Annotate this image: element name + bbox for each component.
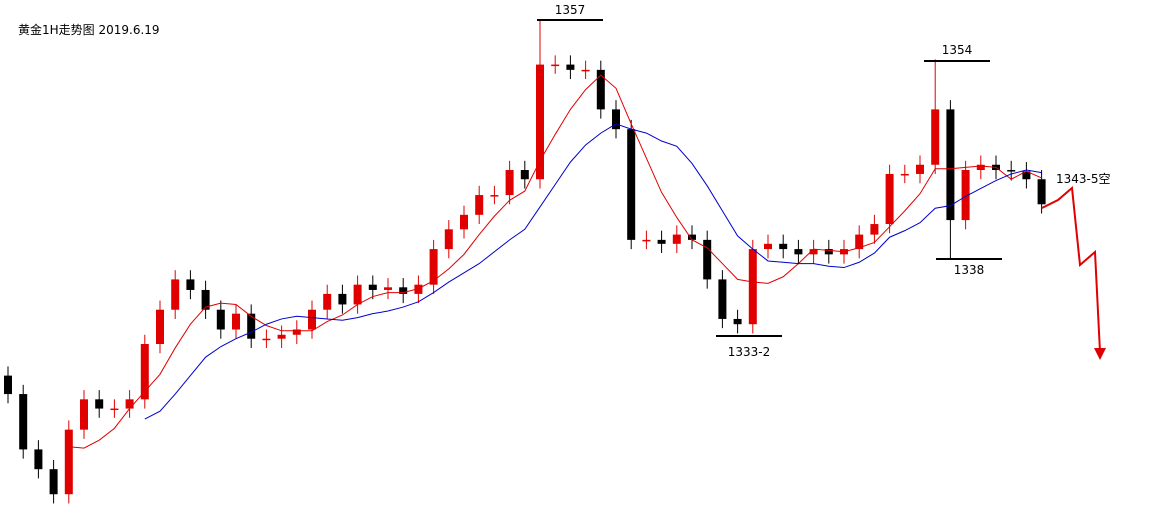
- chart-title: 黄金1H走势图 2019.6.19: [18, 22, 160, 37]
- candle-body: [961, 170, 970, 221]
- candle-body: [19, 394, 28, 450]
- candle-body: [764, 243, 772, 250]
- candle-body: [338, 293, 347, 305]
- candle-body: [536, 64, 544, 180]
- candle-body: [277, 334, 286, 339]
- candle-body: [444, 229, 453, 250]
- candle-body: [460, 214, 468, 230]
- candle-body: [4, 375, 12, 395]
- candle-body: [140, 343, 149, 400]
- candle-body: [292, 329, 301, 335]
- candle-body: [171, 279, 180, 310]
- candle-body: [733, 318, 742, 325]
- moving-average-line: [144, 123, 1042, 420]
- arrow-head: [1094, 348, 1106, 360]
- candle-body: [566, 64, 575, 70]
- annotation: 1343-5空: [1056, 172, 1111, 186]
- annotation: 1354: [942, 43, 973, 57]
- candle-body: [156, 309, 164, 344]
- candle-body: [672, 234, 681, 244]
- candle-body: [323, 293, 332, 310]
- candle-body: [399, 287, 408, 294]
- candle-body: [657, 239, 666, 244]
- candle-body: [201, 289, 210, 310]
- candle-body: [551, 64, 560, 67]
- forecast-arrow: [1041, 185, 1101, 353]
- candle-body: [627, 129, 636, 240]
- candle-body: [308, 309, 316, 330]
- candle-body: [414, 284, 423, 294]
- plot: [4, 19, 1046, 504]
- candle-body: [475, 195, 484, 215]
- candle-body: [520, 170, 529, 180]
- candle-body: [80, 399, 88, 430]
- candle-body: [368, 284, 377, 290]
- candle-body: [186, 279, 195, 290]
- candle-body: [125, 399, 134, 409]
- candle-body: [110, 408, 119, 411]
- candle-body: [1037, 179, 1046, 205]
- candle-body: [748, 249, 757, 325]
- candle-body: [900, 173, 909, 176]
- candle-body: [247, 313, 256, 339]
- candle-body: [809, 249, 818, 255]
- candle-body: [34, 449, 43, 470]
- candle-body: [870, 224, 879, 235]
- candle-body: [855, 234, 864, 250]
- annotation: 1357: [555, 3, 586, 17]
- candle-body: [216, 309, 225, 330]
- candle-body: [429, 249, 438, 285]
- candle-body: [916, 164, 924, 174]
- candle-body: [596, 69, 605, 110]
- candle-body: [384, 287, 392, 290]
- candle-body: [1007, 170, 1016, 172]
- candle-body: [1022, 171, 1031, 180]
- annotation: 1338: [954, 263, 985, 277]
- candle-body: [824, 249, 833, 255]
- candle-body: [688, 234, 696, 240]
- candle-body: [490, 195, 499, 197]
- candle-body: [931, 109, 940, 165]
- moving-average-line: [68, 74, 1042, 449]
- candle-body: [353, 284, 362, 305]
- candle-body: [505, 170, 514, 196]
- candle-body: [703, 239, 712, 280]
- candle-body: [64, 429, 73, 495]
- candle-body: [49, 469, 58, 495]
- candle-body: [794, 249, 803, 255]
- candle-body: [612, 109, 620, 130]
- candle-body: [642, 239, 651, 242]
- candle-body: [779, 243, 788, 250]
- candle-body: [232, 313, 240, 330]
- candle-body: [946, 109, 955, 221]
- annotation: 1333-2: [728, 345, 771, 359]
- candle-body: [885, 173, 894, 225]
- candle-body: [95, 399, 104, 409]
- candle-body: [581, 69, 590, 72]
- candle-body: [718, 279, 727, 319]
- candle-body: [976, 164, 985, 171]
- candle-body: [262, 338, 271, 341]
